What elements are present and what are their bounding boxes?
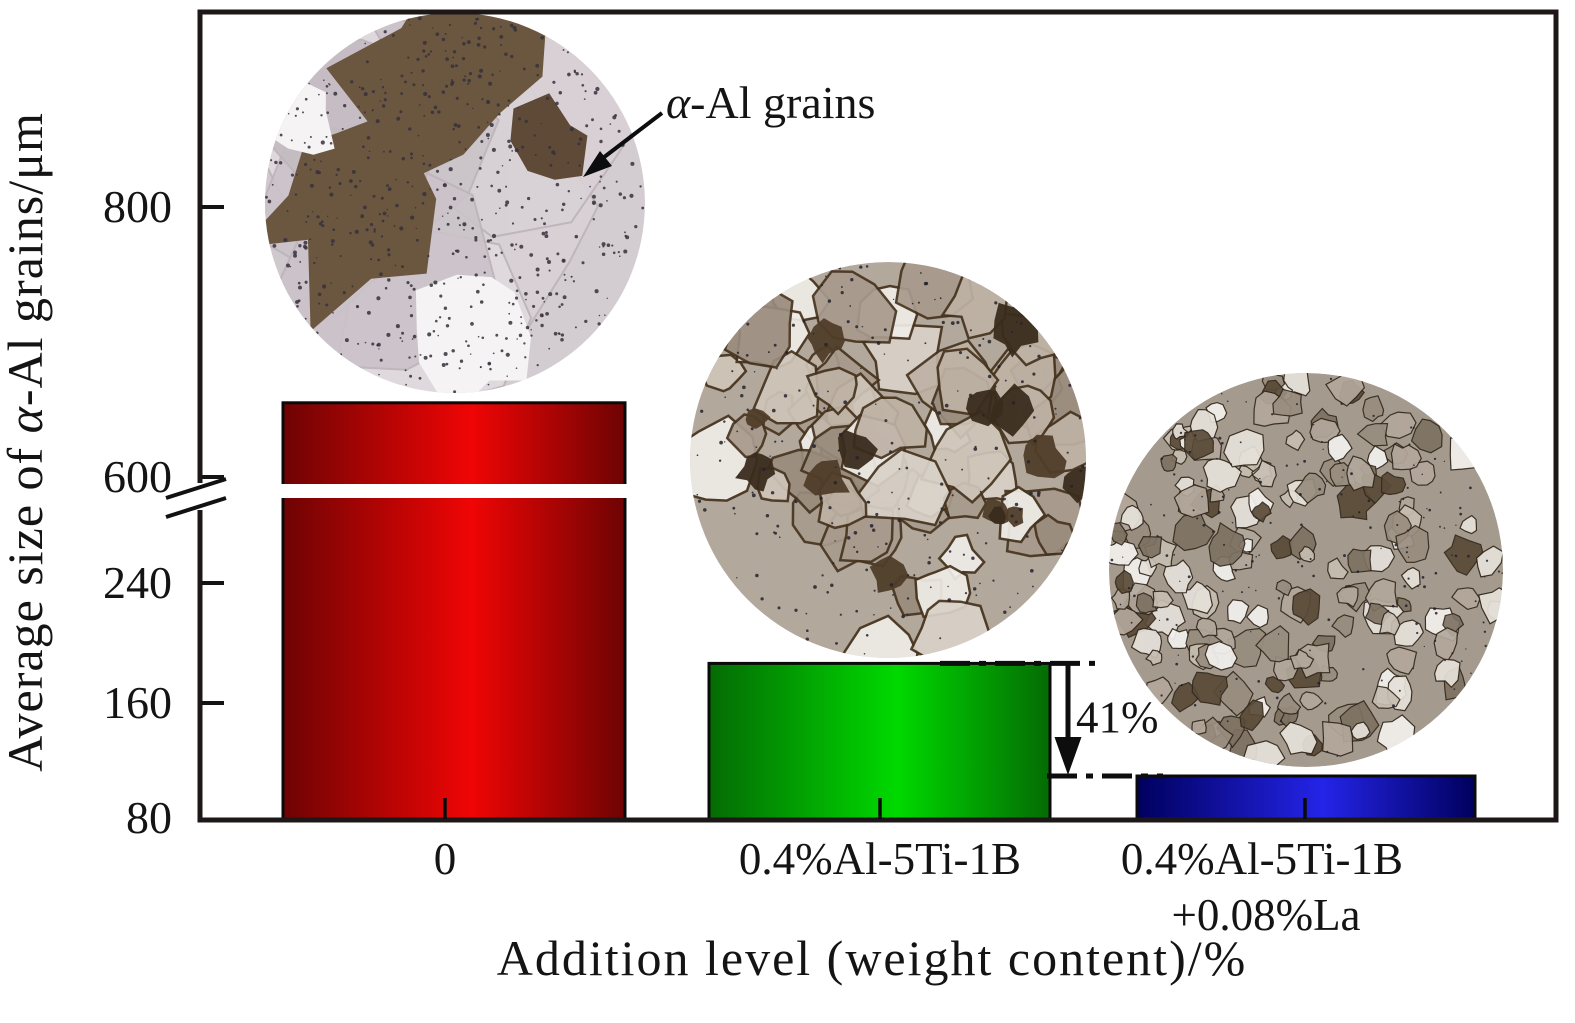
arrow-head xyxy=(583,151,612,177)
micrograph-medium-grains xyxy=(690,262,1086,658)
y-axis-title: Average size of α-Al grains/μm xyxy=(0,112,53,772)
y-tick-600: 600 xyxy=(103,451,172,502)
grains-annotation-label: α-Al grains xyxy=(666,77,875,128)
y-tick-labels: 800 600 240 160 80 xyxy=(103,181,172,843)
category-al5ti1b-la-line1: 0.4%Al-5Ti-1B xyxy=(1121,834,1403,884)
alpha-glyph: α xyxy=(666,77,691,128)
reduction-percent-label: 41% xyxy=(1076,693,1159,743)
axis-break-band xyxy=(278,484,630,498)
y-axis-title-pre: Average size of xyxy=(0,433,53,772)
y-axis-title-alpha: α xyxy=(0,405,53,433)
grains-annotation-rest: -Al grains xyxy=(690,77,875,128)
x-tick-marks xyxy=(443,798,1307,819)
y-axis-title-post: -Al grains/μm xyxy=(0,112,53,406)
micrograph-fine-grains xyxy=(1109,373,1503,767)
y-tick-240: 240 xyxy=(103,557,172,608)
plot-frame xyxy=(197,9,1559,823)
x-category-labels: 0 0.4%Al-5Ti-1B 0.4%Al-5Ti-1B +0.08%La xyxy=(434,834,1403,940)
reduction-arrow-head xyxy=(1054,737,1082,775)
x-axis-title: Addition level (weight content)/% xyxy=(497,930,1248,986)
axis-break-slashes xyxy=(165,477,227,519)
y-tick-80: 80 xyxy=(126,792,172,843)
y-tick-marks xyxy=(202,205,224,705)
category-al5ti1b-la-line2: +0.08%La xyxy=(1171,890,1360,940)
micrograph-coarse-grains xyxy=(265,13,645,393)
y-tick-800: 800 xyxy=(103,181,172,232)
bar-no-addition xyxy=(281,401,627,822)
grains-annotation-arrow xyxy=(583,111,664,177)
category-0: 0 xyxy=(434,834,457,884)
y-tick-160: 160 xyxy=(103,677,172,728)
bar-al5ti1b xyxy=(707,661,1052,822)
category-al5ti1b: 0.4%Al-5Ti-1B xyxy=(739,834,1021,884)
